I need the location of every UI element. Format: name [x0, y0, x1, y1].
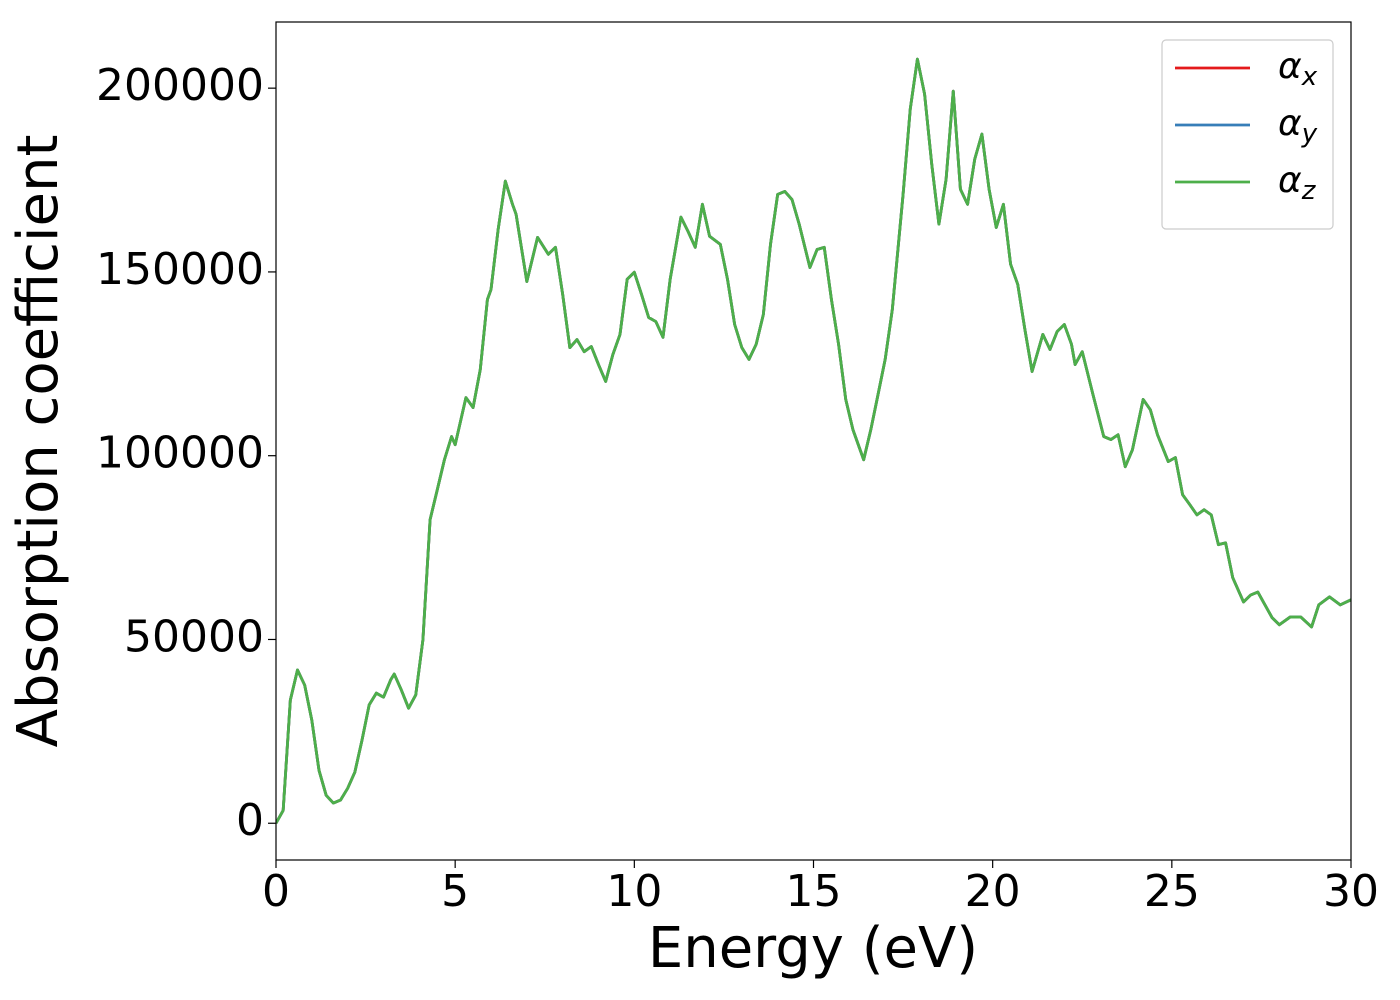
y-tick-label: 0 — [236, 795, 264, 846]
x-axis-label: Energy (eV) — [648, 916, 978, 981]
y-tick-label: 200000 — [96, 60, 264, 111]
legend-label: αy — [1278, 103, 1318, 149]
y-axis-label: Absorption coefficient — [6, 135, 71, 748]
series-line — [276, 57, 1351, 824]
legend-label: αx — [1278, 46, 1318, 92]
x-tick-label: 15 — [786, 866, 842, 917]
x-tick-label: 0 — [262, 866, 290, 917]
x-tick-label: 10 — [606, 866, 662, 917]
plot-frame — [275, 21, 1352, 861]
x-tick-label: 20 — [965, 866, 1021, 917]
x-tick-label: 25 — [1144, 866, 1200, 917]
y-tick-label: 100000 — [96, 428, 264, 479]
x-tick-label: 30 — [1323, 866, 1379, 917]
y-tick-label: 50000 — [124, 611, 264, 662]
legend-label: αz — [1278, 160, 1317, 206]
x-tick-label: 5 — [441, 866, 469, 917]
y-tick-label: 150000 — [96, 244, 264, 295]
